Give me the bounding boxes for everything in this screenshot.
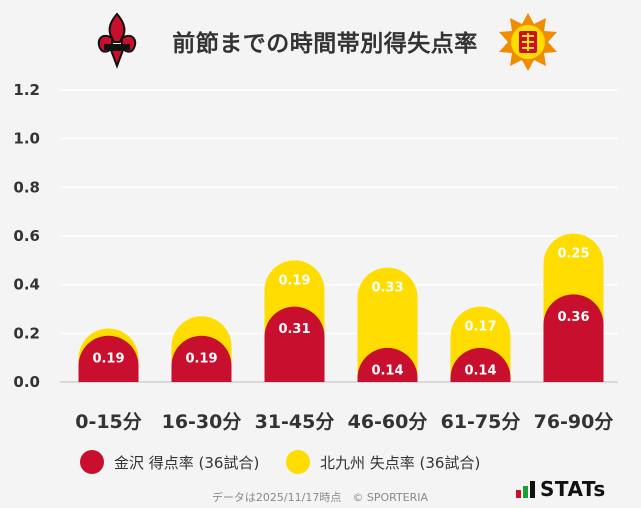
bar-kanazawa bbox=[543, 294, 604, 382]
data-label-kanazawa: 0.19 bbox=[185, 351, 217, 366]
bar-kanazawa bbox=[171, 335, 232, 382]
grid-layer: 0.0 0.2 0.4 0.6 0.8 1.0 1.2 bbox=[13, 81, 618, 391]
stats-bars-icon bbox=[516, 480, 535, 498]
y-tick-label: 1.2 bbox=[13, 81, 40, 99]
chart-header: 前節までの時間帯別得失点率 bbox=[0, 0, 641, 80]
legend-item-kitakyushu: 北九州 失点率 (36試合) bbox=[286, 448, 480, 476]
data-label-kitakyushu: 0.33 bbox=[371, 281, 403, 296]
x-category-label: 16-30分 bbox=[162, 411, 242, 433]
y-tick-label: 0.0 bbox=[13, 373, 40, 391]
legend-swatch-kanazawa bbox=[80, 450, 104, 474]
y-tick-label: 0.2 bbox=[13, 324, 40, 342]
data-label-kanazawa: 0.19 bbox=[92, 351, 124, 366]
legend-label-kanazawa: 金沢 得点率 (36試合) bbox=[114, 453, 260, 472]
x-category-label: 61-75分 bbox=[441, 411, 521, 433]
kanazawa-emblem-icon bbox=[97, 12, 137, 69]
data-label-kitakyushu: 0.19 bbox=[278, 273, 310, 288]
legend: 金沢 得点率 (36試合) 北九州 失点率 (36試合) bbox=[0, 448, 641, 476]
x-category-label: 76-90分 bbox=[534, 411, 614, 433]
data-label-kanazawa: 0.14 bbox=[464, 363, 496, 378]
bar-kanazawa bbox=[450, 347, 511, 382]
y-tick-label: 0.4 bbox=[13, 276, 40, 294]
data-label-kanazawa: 0.36 bbox=[557, 310, 589, 325]
x-category-label: 0-15分 bbox=[75, 411, 142, 433]
bar-kanazawa bbox=[78, 335, 139, 382]
data-label-kanazawa: 0.31 bbox=[278, 322, 310, 337]
data-label-kitakyushu: 0.17 bbox=[464, 320, 496, 335]
data-label-kitakyushu: 0.25 bbox=[557, 247, 589, 262]
stats-brand-name: STATs bbox=[540, 477, 606, 501]
bar-layer bbox=[78, 233, 604, 382]
chart-area: 0.0 0.2 0.4 0.6 0.8 1.0 1.2 0.19 0-15分 0.19 16-30… bbox=[13, 81, 618, 433]
data-label-kanazawa: 0.14 bbox=[371, 363, 403, 378]
kitakyushu-emblem-icon bbox=[499, 13, 557, 71]
y-tick-label: 0.8 bbox=[13, 178, 40, 196]
x-category-label: 46-60分 bbox=[348, 411, 428, 433]
data-date-note: データは2025/11/17時点 © SPORTERIA bbox=[211, 491, 429, 504]
legend-swatch-kitakyushu bbox=[286, 450, 310, 474]
stats-logo: STATs bbox=[516, 477, 606, 501]
bar-kanazawa bbox=[264, 306, 325, 382]
y-tick-label: 0.6 bbox=[13, 227, 40, 245]
x-category-label: 31-45分 bbox=[255, 411, 335, 433]
legend-label-kitakyushu: 北九州 失点率 (36試合) bbox=[320, 453, 481, 472]
legend-item-kanazawa: 金沢 得点率 (36試合) bbox=[80, 448, 259, 476]
label-layer: 0.19 0-15分 0.19 16-30分 0.31 0.19 31-45分 0.14 0.3… bbox=[75, 247, 613, 433]
chart-title: 前節までの時間帯別得失点率 bbox=[172, 31, 478, 57]
bar-kanazawa bbox=[357, 347, 418, 382]
y-tick-label: 1.0 bbox=[13, 130, 40, 148]
